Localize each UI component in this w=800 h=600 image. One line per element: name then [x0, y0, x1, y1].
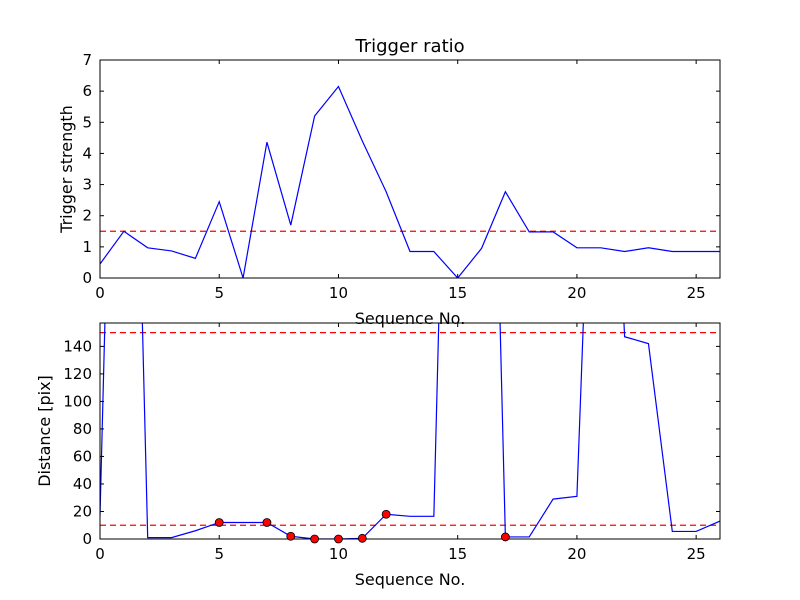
y-axis-label: Trigger strength: [57, 105, 76, 234]
data-point-marker: [214, 518, 224, 527]
y-tick-label: 20: [73, 502, 92, 520]
data-point-marker: [286, 531, 296, 541]
chart-title: Trigger ratio: [354, 36, 464, 57]
data-point-marker: [262, 518, 272, 527]
distance-chart: 0 5 10 15 20 25 0 20 40 60 80 100 120 140 Sequence No…: [35, 322, 721, 589]
y-tick-label: 4: [82, 144, 92, 162]
trigger-ratio-chart: Trigger ratio 0 5 10 15 20 25 0 1 2 3 4 5 6 7 Sequenc…: [57, 36, 721, 328]
x-tick-label: 0: [95, 545, 105, 563]
y-tick-label: 1: [82, 238, 92, 256]
x-tick-label: 10: [329, 545, 348, 563]
data-point-marker: [310, 534, 320, 544]
series-line: [100, 323, 720, 539]
x-tick-label: 15: [448, 545, 467, 563]
y-tick-label: 100: [63, 392, 92, 410]
data-point-marker: [500, 532, 510, 542]
y-tick-label: 60: [73, 447, 92, 465]
x-axis-label: Sequence No.: [355, 570, 466, 589]
y-tick-label: 140: [63, 337, 92, 355]
y-tick-label: 80: [73, 420, 92, 438]
x-tick-label: 20: [567, 545, 586, 563]
y-tick-label: 3: [82, 176, 92, 194]
x-tick-label: 25: [687, 284, 706, 302]
data-point-marker: [334, 534, 343, 544]
x-axis-label: Sequence No.: [355, 309, 466, 328]
y-tick-label: 5: [82, 113, 92, 131]
y-tick-label: 40: [73, 475, 92, 493]
y-tick-label: 120: [63, 365, 92, 383]
y-axis-label: Distance [pix]: [35, 375, 54, 487]
x-tick-label: 0: [95, 284, 105, 302]
plot-frame: [99, 322, 721, 540]
x-tick-label: 20: [567, 284, 586, 302]
y-tick-label: 0: [82, 530, 92, 548]
y-tick-label: 2: [82, 207, 92, 225]
series-line: [100, 85, 720, 278]
x-tick-label: 15: [448, 284, 467, 302]
x-tick-label: 10: [329, 284, 348, 302]
data-point-marker: [357, 533, 367, 543]
y-tick-label: 7: [82, 51, 92, 69]
plot-frame: [99, 59, 721, 279]
x-tick-label: 25: [687, 545, 706, 563]
y-tick-label: 6: [82, 82, 92, 100]
x-tick-label: 5: [214, 545, 224, 563]
x-tick-label: 5: [214, 284, 224, 302]
data-point-marker: [381, 509, 391, 519]
y-tick-label: 0: [82, 269, 92, 287]
